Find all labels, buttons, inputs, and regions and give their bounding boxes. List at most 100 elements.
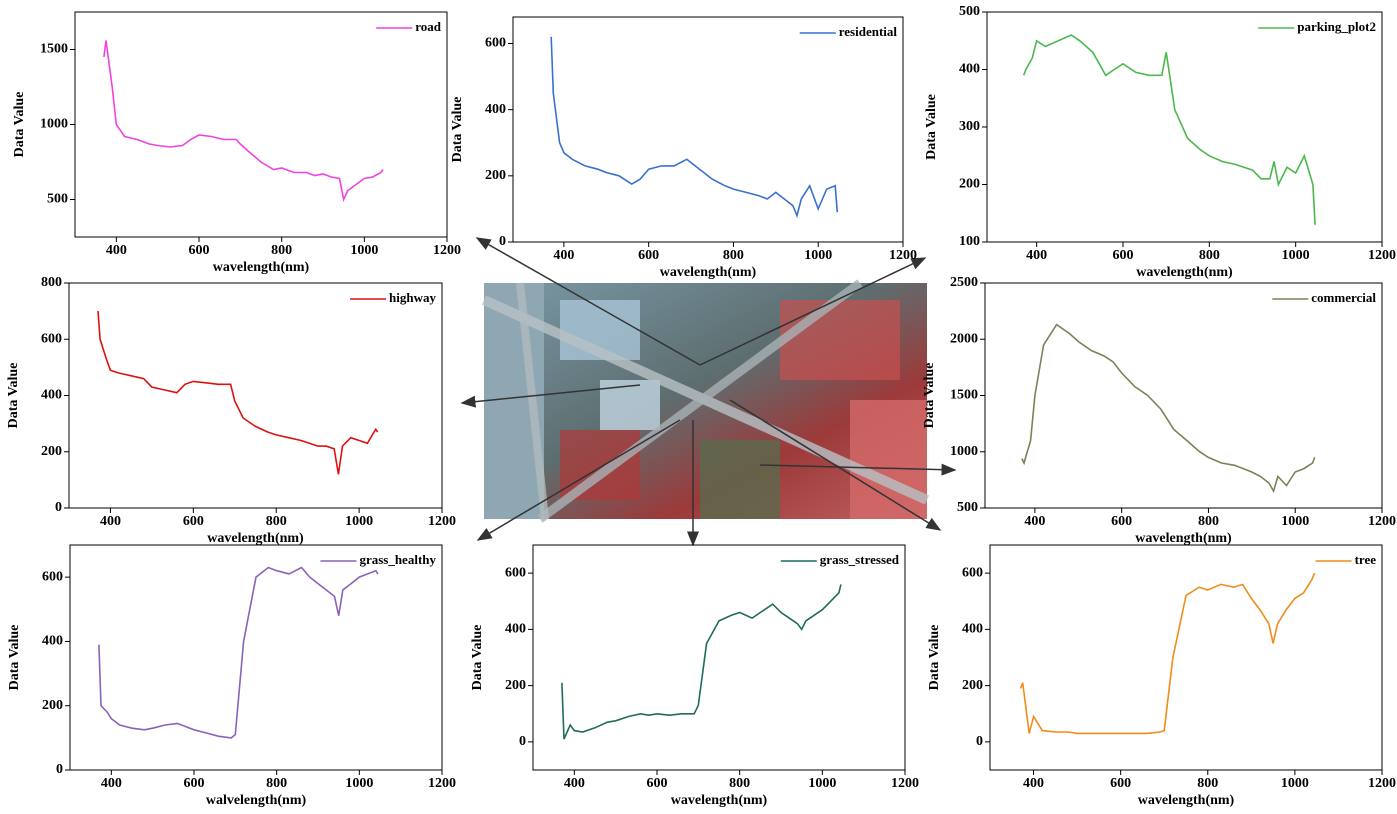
- legend-label: road: [415, 19, 442, 34]
- x-tick-label: 600: [183, 514, 204, 529]
- legend-label: parking_plot2: [1297, 19, 1376, 34]
- y-tick-label: 400: [41, 388, 62, 403]
- chart: 400 600 800 1000 12000200400600walvelength(n…: [7, 544, 456, 808]
- y-axis-label: Data Value: [924, 94, 939, 160]
- series-line: [103, 40, 384, 203]
- series-line: [1019, 572, 1316, 735]
- x-tick-label: 1200: [1368, 776, 1396, 791]
- y-tick-label: 1500: [950, 388, 978, 403]
- x-tick-label: 1000: [804, 248, 832, 263]
- x-tick-label: 400: [1024, 514, 1045, 529]
- series-line: [1021, 323, 1316, 494]
- plot-frame: [512, 16, 904, 243]
- x-tick-label: 1200: [428, 776, 456, 791]
- y-axis-label: Data Value: [12, 92, 27, 158]
- x-tick-label: 1000: [1282, 248, 1310, 263]
- y-axis-label: Data Value: [470, 625, 485, 691]
- y-tick-label: 0: [55, 500, 62, 515]
- y-axis-label: Data Value: [7, 625, 22, 691]
- legend-label: tree: [1355, 552, 1377, 567]
- x-tick-label: 1200: [1368, 248, 1396, 263]
- y-tick-label: 200: [485, 168, 506, 183]
- plot-frame: [989, 544, 1383, 771]
- y-tick-label: 0: [976, 734, 983, 749]
- x-tick-label: 800: [1198, 514, 1219, 529]
- aerial-image: [481, 279, 930, 523]
- arrows: [460, 237, 957, 547]
- y-tick-label: 100: [959, 234, 980, 249]
- legend-label: commercial: [1311, 290, 1376, 305]
- x-tick-label: 400: [1026, 248, 1047, 263]
- series-line: [98, 566, 379, 739]
- x-tick-label: 600: [1111, 514, 1132, 529]
- x-tick-label: 600: [638, 248, 659, 263]
- x-tick-label: 1000: [1281, 776, 1309, 791]
- x-tick-label: 400: [101, 776, 122, 791]
- x-tick-label: 1000: [350, 243, 378, 258]
- legend-label: grass_healthy: [359, 552, 436, 567]
- chart: 400 600 800 1000 12000200400600wavelength(nm…: [470, 544, 919, 808]
- plot-frame: [984, 282, 1383, 509]
- x-tick-label: 400: [100, 514, 121, 529]
- plot-frame: [68, 282, 443, 509]
- y-tick-label: 400: [962, 622, 983, 637]
- y-tick-label: 400: [42, 634, 63, 649]
- x-tick-label: 600: [184, 776, 205, 791]
- plot-frame: [69, 544, 443, 771]
- legend-label: residential: [839, 24, 898, 39]
- plot-frame: [74, 11, 448, 238]
- y-tick-label: 600: [962, 565, 983, 580]
- y-tick-label: 0: [519, 734, 526, 749]
- y-tick-label: 1000: [950, 444, 978, 459]
- x-axis-label: wavelength(nm): [207, 531, 304, 546]
- x-tick-label: 1200: [428, 514, 456, 529]
- y-tick-label: 600: [485, 36, 506, 51]
- x-tick-label: 400: [1023, 776, 1044, 791]
- x-tick-label: 400: [106, 243, 127, 258]
- x-axis-label: wavelength(nm): [660, 265, 757, 280]
- x-tick-label: 800: [723, 248, 744, 263]
- y-tick-label: 2500: [950, 275, 978, 290]
- legend-label: grass_stressed: [820, 552, 900, 567]
- series-line: [97, 311, 379, 475]
- x-tick-label: 600: [1112, 248, 1133, 263]
- series-line: [561, 584, 842, 740]
- x-axis-label: wavelength(nm): [671, 793, 768, 808]
- plot-frame: [532, 544, 906, 771]
- x-tick-label: 600: [1110, 776, 1131, 791]
- y-tick-label: 1500: [40, 42, 68, 57]
- x-axis-label: wavelength(nm): [213, 260, 310, 275]
- series-line: [550, 36, 839, 218]
- x-axis-label: walvelength(nm): [206, 793, 307, 808]
- y-tick-label: 500: [957, 500, 978, 515]
- y-tick-label: 400: [959, 62, 980, 77]
- y-axis-label: Data Value: [927, 625, 942, 691]
- x-tick-label: 400: [564, 776, 585, 791]
- x-tick-label: 1000: [808, 776, 836, 791]
- y-tick-label: 600: [42, 569, 63, 584]
- y-tick-label: 200: [42, 698, 63, 713]
- y-tick-label: 500: [959, 4, 980, 19]
- y-tick-label: 500: [47, 192, 68, 207]
- x-tick-label: 400: [553, 248, 574, 263]
- chart: 400 600 800 1000 1200 500 1000 1500 2000 2500 wave…: [922, 275, 1396, 546]
- x-axis-label: wavelength(nm): [1136, 265, 1233, 280]
- chart: 400 600 800 1000 12000200400600wavelength(nm…: [927, 544, 1396, 808]
- y-tick-label: 800: [41, 275, 62, 290]
- x-axis-label: wavelength(nm): [1138, 793, 1235, 808]
- x-tick-label: 1000: [1281, 514, 1309, 529]
- y-tick-label: 0: [499, 234, 506, 249]
- y-tick-label: 200: [41, 444, 62, 459]
- x-tick-label: 800: [1199, 248, 1220, 263]
- y-axis-label: Data Value: [6, 363, 21, 429]
- y-tick-label: 1000: [40, 117, 68, 132]
- x-tick-label: 800: [729, 776, 750, 791]
- x-tick-label: 1000: [345, 776, 373, 791]
- y-tick-label: 200: [505, 678, 526, 693]
- y-tick-label: 600: [41, 331, 62, 346]
- y-tick-label: 300: [959, 119, 980, 134]
- x-tick-label: 1200: [889, 248, 917, 263]
- chart: 400 600 800 1000 1200 0 200 400 600 800 wavelength…: [6, 275, 456, 546]
